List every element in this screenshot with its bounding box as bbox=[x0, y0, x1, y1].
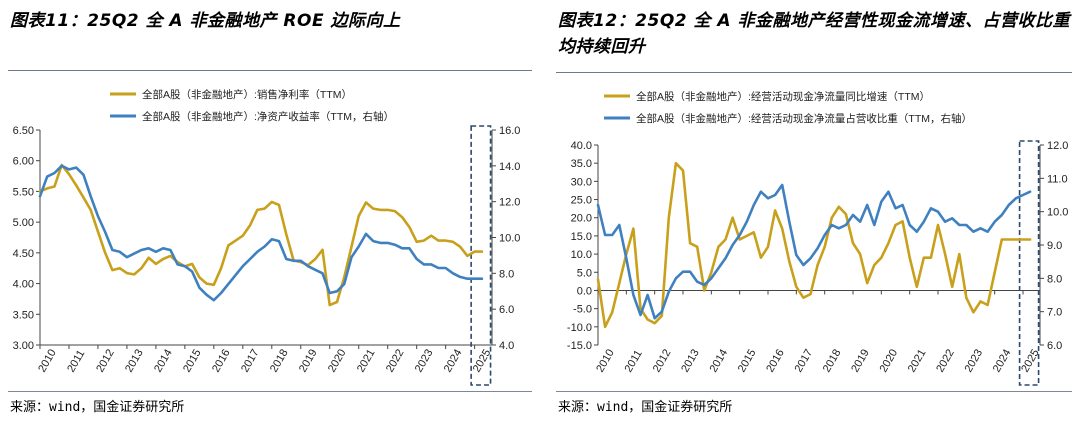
left-chart-legend-label-2: 全部A股（非金融地产）:净资产收益率（TTM，右轴） bbox=[142, 110, 394, 123]
right-chart-yright-tick-label: 6.0 bbox=[1047, 340, 1062, 352]
right-chart-x-tick-label: 2022 bbox=[934, 347, 957, 374]
right-chart-yright-tick-label: 10.0 bbox=[1047, 207, 1068, 219]
right-chart-x-tick-label: 2020 bbox=[878, 347, 901, 374]
right-chart-series-line-1 bbox=[596, 161, 1032, 329]
left-chart-title: 图表11：25Q2 全 A 非金融地产 ROE 边际向上 bbox=[10, 11, 401, 31]
right-chart-legend-label-2: 全部A股（非金融地产）:经营活动现金净流量占营收比重（TTM，右轴） bbox=[636, 112, 972, 125]
right-chart-yleft-tick-label: 40.0 bbox=[571, 140, 592, 152]
right-chart-yleft-tick-label: 30.0 bbox=[571, 176, 592, 188]
right-title-rule bbox=[556, 72, 1072, 73]
left-chart-legend-label-1: 全部A股（非金融地产）:销售净利率（TTM） bbox=[142, 88, 352, 101]
right-chart-yright-tick-label: 12.0 bbox=[1047, 140, 1068, 152]
right-chart-x-tick-label: 2016 bbox=[764, 347, 787, 374]
left-chart-yright-tick-label: 4.0 bbox=[499, 340, 514, 352]
right-chart-x-tick-label: 2010 bbox=[594, 347, 617, 374]
left-title-rule bbox=[8, 70, 532, 71]
left-chart-yright-tick-label: 6.0 bbox=[499, 304, 514, 316]
left-chart-yleft-tick-label: 3.50 bbox=[13, 309, 34, 321]
left-chart-x-tick-label: 2020 bbox=[326, 347, 349, 374]
right-chart-yleft-tick-label: -5.0 bbox=[573, 304, 592, 316]
right-chart-yleft-tick-label: 10.0 bbox=[571, 249, 592, 261]
left-chart-x-tick-label: 2022 bbox=[384, 347, 407, 374]
left-chart-x-tick-label: 2015 bbox=[181, 347, 204, 374]
right-chart-yleft-tick-label: 35.0 bbox=[571, 158, 592, 170]
left-chart-x-tick-label: 2010 bbox=[36, 347, 59, 374]
right-chart-x-tick-label: 2015 bbox=[736, 347, 759, 374]
right-chart-yright-tick-label: 8.0 bbox=[1047, 273, 1062, 285]
right-chart-panel: 图表12：25Q2 全 A 非金融地产经营性现金流增速、占营收比重均持续回升 全… bbox=[548, 0, 1080, 425]
left-chart-x-tick-label: 2018 bbox=[268, 347, 291, 374]
left-chart-panel: 图表11：25Q2 全 A 非金融地产 ROE 边际向上 全部A股（非金融地产）… bbox=[8, 11, 532, 415]
left-chart-yright-tick-label: 14.0 bbox=[499, 161, 520, 173]
left-chart-yright-tick-label: 16.0 bbox=[499, 125, 520, 137]
right-chart-highlight-box-2025 bbox=[1018, 140, 1040, 386]
left-chart-x-tick-label: 2011 bbox=[65, 348, 87, 374]
left-chart-yright-tick-label: 12.0 bbox=[499, 197, 520, 209]
right-chart-yleft-tick-label: -15.0 bbox=[567, 340, 592, 352]
right-chart-yleft-tick-label: -10.0 bbox=[567, 322, 592, 334]
left-chart-series-line-2 bbox=[38, 164, 484, 302]
left-chart-yright-tick-label: 8.0 bbox=[499, 268, 514, 280]
right-chart-legend-label-1: 全部A股（非金融地产）:经营活动现金净流量同比增速（TTM） bbox=[636, 90, 930, 103]
left-bottom-rule bbox=[8, 391, 532, 392]
left-chart-x-tick-label: 2021 bbox=[355, 347, 378, 374]
left-chart-series-line-1 bbox=[38, 163, 484, 307]
left-chart-yleft-tick-label: 5.50 bbox=[13, 186, 34, 198]
right-bottom-rule bbox=[556, 391, 1072, 392]
left-chart-yleft-tick-label: 6.00 bbox=[13, 156, 34, 168]
left-chart-x-tick-label: 2014 bbox=[152, 347, 175, 374]
left-chart-svg: 全部A股（非金融地产）:销售净利率（TTM） 全部A股（非金融地产）:净资产收益率… bbox=[13, 88, 520, 386]
left-chart-yleft-tick-label: 4.50 bbox=[13, 248, 34, 260]
left-chart-x-tick-label: 2016 bbox=[210, 347, 233, 374]
right-chart-series-line-2 bbox=[596, 183, 1032, 320]
right-chart-x-tick-label: 2021 bbox=[906, 347, 929, 374]
right-chart-yleft-tick-label: 20.0 bbox=[571, 213, 592, 225]
left-chart-yleft-tick-label: 4.00 bbox=[13, 279, 34, 291]
right-chart-yleft-tick-label: 15.0 bbox=[571, 231, 592, 243]
right-chart-x-tick-label: 2018 bbox=[821, 347, 844, 374]
left-chart-yleft-tick-label: 5.00 bbox=[13, 217, 34, 229]
right-chart-yright-tick-label: 11.0 bbox=[1047, 173, 1068, 185]
right-chart-svg: 全部A股（非金融地产）:经营活动现金净流量同比增速（TTM） 全部A股（非金融地产… bbox=[567, 90, 1068, 386]
left-chart-x-tick-label: 2019 bbox=[297, 347, 320, 374]
right-chart-x-tick-label: 2012 bbox=[651, 347, 674, 374]
left-chart-x-tick-label: 2023 bbox=[413, 347, 436, 374]
right-chart-x-tick-label: 2019 bbox=[849, 347, 872, 374]
right-chart-yright-tick-label: 7.0 bbox=[1047, 307, 1062, 319]
right-chart-x-tick-label: 2013 bbox=[679, 347, 702, 374]
right-chart-title: 图表12：25Q2 全 A 非金融地产经营性现金流增速、占营收比重均持续回升 bbox=[558, 11, 1071, 57]
right-source-note: 来源：wind，国金证券研究所 bbox=[558, 400, 733, 415]
right-chart-yleft-tick-label: 5.0 bbox=[577, 267, 592, 279]
right-chart-x-tick-label: 2023 bbox=[963, 347, 986, 374]
right-chart-yright-tick-label: 9.0 bbox=[1047, 240, 1062, 252]
right-chart-x-tick-label: 2017 bbox=[793, 347, 816, 374]
left-chart-yleft-tick-label: 3.00 bbox=[13, 340, 34, 352]
left-source-note: 来源：wind，国金证券研究所 bbox=[10, 400, 185, 415]
right-chart-x-tick-label: 2024 bbox=[991, 347, 1014, 374]
right-chart-yleft-tick-label: 25.0 bbox=[571, 195, 592, 207]
left-chart-highlight-box-2025 bbox=[470, 125, 492, 386]
left-chart-yleft-tick-label: 6.50 bbox=[13, 125, 34, 137]
left-chart-x-tick-label: 2012 bbox=[94, 347, 117, 374]
left-chart-x-tick-label: 2013 bbox=[123, 347, 146, 374]
left-chart-x-tick-label: 2017 bbox=[239, 347, 262, 374]
left-chart-x-tick-label: 2024 bbox=[442, 347, 465, 374]
right-chart-x-tick-label: 2014 bbox=[708, 347, 731, 374]
right-chart-x-tick-label: 2011 bbox=[623, 348, 645, 374]
right-chart-yleft-tick-label: 0.0 bbox=[577, 285, 592, 297]
left-chart-yright-tick-label: 10.0 bbox=[499, 233, 520, 245]
